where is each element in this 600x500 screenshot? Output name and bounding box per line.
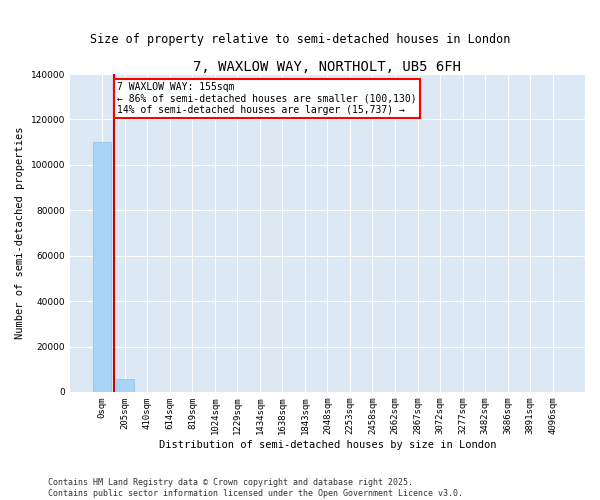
X-axis label: Distribution of semi-detached houses by size in London: Distribution of semi-detached houses by … bbox=[159, 440, 496, 450]
Y-axis label: Number of semi-detached properties: Number of semi-detached properties bbox=[15, 126, 25, 339]
Text: Size of property relative to semi-detached houses in London: Size of property relative to semi-detach… bbox=[90, 32, 510, 46]
Title: 7, WAXLOW WAY, NORTHOLT, UB5 6FH: 7, WAXLOW WAY, NORTHOLT, UB5 6FH bbox=[193, 60, 461, 74]
Text: Contains HM Land Registry data © Crown copyright and database right 2025.
Contai: Contains HM Land Registry data © Crown c… bbox=[48, 478, 463, 498]
Bar bbox=[94, 142, 112, 392]
Text: 7 WAXLOW WAY: 155sqm
← 86% of semi-detached houses are smaller (100,130)
14% of : 7 WAXLOW WAY: 155sqm ← 86% of semi-detac… bbox=[117, 82, 416, 115]
Bar bbox=[116, 380, 134, 392]
